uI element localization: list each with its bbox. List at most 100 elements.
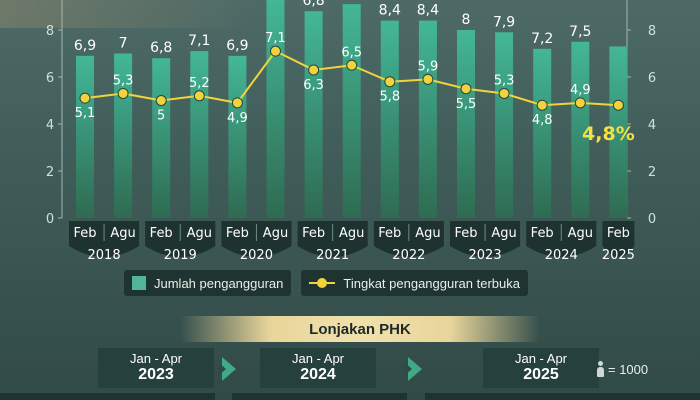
bar bbox=[152, 58, 171, 219]
header-decoration bbox=[0, 0, 260, 28]
rate-point bbox=[117, 87, 129, 99]
bar-value-label: 6,8 bbox=[302, 0, 324, 9]
section-banner: Lonjakan PHK bbox=[180, 316, 540, 342]
year-label: 2019 bbox=[164, 248, 197, 263]
rate-value-label: 5,9 bbox=[418, 59, 439, 74]
bar-value-label: 7,1 bbox=[188, 33, 210, 49]
bar-value-label: 7,2 bbox=[531, 31, 553, 47]
bottom-strip bbox=[232, 393, 407, 400]
bar-value-label: 7,9 bbox=[493, 14, 515, 30]
rate-point bbox=[498, 87, 510, 99]
rate-point bbox=[270, 45, 281, 57]
month-label: Agu bbox=[568, 226, 593, 241]
month-label: Agu bbox=[415, 226, 440, 241]
bar-value-label: 8,4 bbox=[379, 3, 401, 19]
month-label: Agu bbox=[491, 226, 516, 241]
bar bbox=[304, 11, 323, 219]
bottom-strip bbox=[0, 393, 215, 400]
chevron-right-icon bbox=[404, 357, 422, 381]
month-label: Agu bbox=[339, 226, 364, 241]
month-label: Feb bbox=[73, 226, 96, 241]
bar bbox=[533, 48, 552, 218]
month-label: Agu bbox=[187, 226, 212, 241]
left-tick-label: 2 bbox=[46, 165, 54, 180]
right-tick-label: 2 bbox=[648, 165, 656, 180]
rate-value-label: 4,9 bbox=[570, 83, 591, 98]
legend-bar-item: Jumlah pengangguran bbox=[124, 270, 292, 296]
bar bbox=[457, 30, 475, 218]
rate-value-label: 5,3 bbox=[494, 73, 515, 88]
year-label: 2018 bbox=[88, 248, 121, 263]
bar bbox=[342, 4, 361, 219]
period-card-2: Jan - Apr 2024 bbox=[260, 348, 376, 388]
period-card-3: Jan - Apr 2025 bbox=[483, 348, 599, 388]
person-icon bbox=[596, 361, 604, 377]
rate-value-label: 5,1 bbox=[75, 106, 96, 121]
period-year: 2024 bbox=[300, 366, 336, 383]
year-label: 2025 bbox=[602, 248, 635, 263]
rate-point bbox=[536, 99, 548, 111]
month-label: Feb bbox=[531, 226, 554, 241]
bar bbox=[228, 55, 247, 218]
rate-point bbox=[346, 59, 358, 71]
period-range: Jan - Apr bbox=[291, 351, 345, 366]
legend-bar-label: Jumlah pengangguran bbox=[154, 275, 284, 291]
rate-value-label: 5,3 bbox=[113, 73, 134, 88]
scale-note-label: = 1000 bbox=[608, 361, 649, 377]
month-label: Feb bbox=[378, 226, 401, 241]
rate-point bbox=[422, 73, 434, 85]
right-tick-label: 6 bbox=[648, 71, 656, 86]
left-tick-label: 0 bbox=[46, 212, 54, 227]
rate-point bbox=[193, 90, 205, 102]
bar bbox=[609, 46, 628, 219]
unemployment-chart: 0 2 4 6 8 0 2 4 6 8 6,9 7 6,8 7,1 6,9 6,8 8,4 8,4 8 7,9 7,2… bbox=[45, 0, 657, 263]
rate-value-label: 4,8 bbox=[532, 113, 553, 128]
rate-value-label: 5,5 bbox=[456, 97, 477, 112]
section-title: Lonjakan PHK bbox=[309, 320, 411, 338]
rate-value-label: 6,3 bbox=[303, 78, 324, 93]
bar-value-label: 8 bbox=[462, 12, 471, 28]
left-tick-label: 8 bbox=[46, 24, 54, 39]
rate-value-label: 5 bbox=[157, 109, 165, 124]
year-group-pill bbox=[602, 221, 635, 257]
bottom-strip bbox=[425, 393, 700, 400]
line-swatch-icon bbox=[309, 276, 336, 290]
month-label: Feb bbox=[454, 226, 477, 241]
period-card-1: Jan - Apr 2023 bbox=[98, 348, 214, 388]
bar bbox=[380, 20, 399, 218]
rate-point bbox=[155, 95, 167, 106]
rate-point bbox=[231, 97, 243, 109]
rate-value-label: 5,2 bbox=[189, 76, 210, 91]
month-label: Feb bbox=[607, 226, 630, 241]
rate-point bbox=[384, 76, 396, 88]
right-tick-label: 8 bbox=[648, 24, 656, 39]
scale-note: = 1000 bbox=[596, 361, 648, 377]
year-label: 2021 bbox=[316, 248, 349, 263]
year-label: 2022 bbox=[392, 248, 425, 263]
bar-value-label: 6,9 bbox=[226, 38, 248, 54]
rate-point bbox=[79, 92, 91, 104]
rate-point bbox=[460, 83, 472, 95]
rate-point bbox=[612, 99, 624, 111]
month-label: Feb bbox=[226, 226, 249, 241]
right-tick-label: 4 bbox=[648, 118, 656, 133]
bar bbox=[571, 41, 590, 218]
period-range: Jan - Apr bbox=[514, 351, 568, 366]
year-label: 2024 bbox=[545, 248, 578, 263]
left-tick-label: 6 bbox=[46, 71, 54, 86]
bar-swatch-icon bbox=[132, 276, 146, 290]
period-range: Jan - Apr bbox=[129, 351, 183, 366]
bar bbox=[495, 32, 514, 218]
rate-point bbox=[308, 64, 320, 76]
right-tick-label: 0 bbox=[648, 212, 656, 227]
period-year: 2025 bbox=[523, 366, 559, 383]
rate-value-label: 4,9 bbox=[227, 111, 248, 126]
month-label: Feb bbox=[302, 226, 325, 241]
bar-value-label: 8,4 bbox=[417, 3, 439, 19]
legend-line-label: Tingkat pengangguran terbuka bbox=[343, 275, 520, 291]
month-label: Agu bbox=[110, 226, 135, 241]
chevron-right-icon bbox=[218, 357, 236, 381]
period-year: 2023 bbox=[138, 366, 174, 383]
bar bbox=[76, 55, 94, 218]
